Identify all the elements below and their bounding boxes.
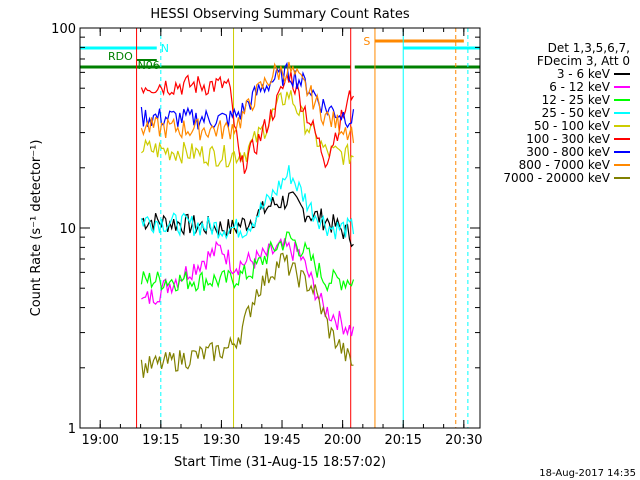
legend-label: 100 - 300 keV [526,132,610,146]
series-line [141,90,354,168]
y-tick-label: 1 [68,422,76,437]
legend-label: 800 - 7000 keV [519,158,611,172]
chart-title: HESSI Observing Summary Count Rates [150,7,409,22]
flag-label: N06 [138,59,160,72]
legend-label: 7000 - 20000 keV [503,171,610,185]
legend-label: 50 - 100 keV [534,119,611,133]
x-axis: 19:00 19:15 19:30 19:45 20:00 20:15 20:30 [79,28,483,448]
x-tick-label: 20:00 [324,433,361,448]
x-tick-label: 19:00 [81,433,118,448]
legend-header-1: Det 1,3,5,6,7, [548,41,630,55]
timestamp: 18-Aug-2017 14:35 [539,468,636,479]
series-line [140,71,355,174]
legend-label: 25 - 50 keV [542,106,611,120]
y-tick-label: 10 [59,222,76,237]
series-line [140,165,355,240]
flag-label: S [363,35,370,48]
legend-label: 6 - 12 keV [549,80,611,94]
flag-label: N [161,42,169,55]
legend-label: 300 - 800 keV [526,145,610,159]
data-layer: RDO N S N06 [79,28,480,428]
y-axis: 1 10 100 [51,22,480,437]
flag-label: RDO [108,50,133,63]
y-tick-label: 100 [51,22,76,37]
legend-header-2: FDecim 3, Att 0 [537,54,630,68]
legend: Det 1,3,5,6,7, FDecim 3, Att 0 3 - 6 keV… [503,41,630,185]
x-tick-label: 20:30 [445,433,482,448]
series-line [140,61,355,144]
legend-label: 3 - 6 keV [557,67,611,81]
series-line [140,231,355,293]
x-tick-label: 19:45 [263,433,300,448]
x-tick-label: 19:15 [142,433,179,448]
x-tick-label: 19:30 [203,433,240,448]
x-tick-label: 20:15 [384,433,421,448]
series-line [141,237,355,337]
y-axis-label: Count Rate (s⁻¹ detector⁻¹) [29,140,44,317]
legend-label: 12 - 25 keV [542,93,611,107]
x-axis-label: Start Time (31-Aug-15 18:57:02) [174,455,386,470]
series-line [140,252,354,378]
